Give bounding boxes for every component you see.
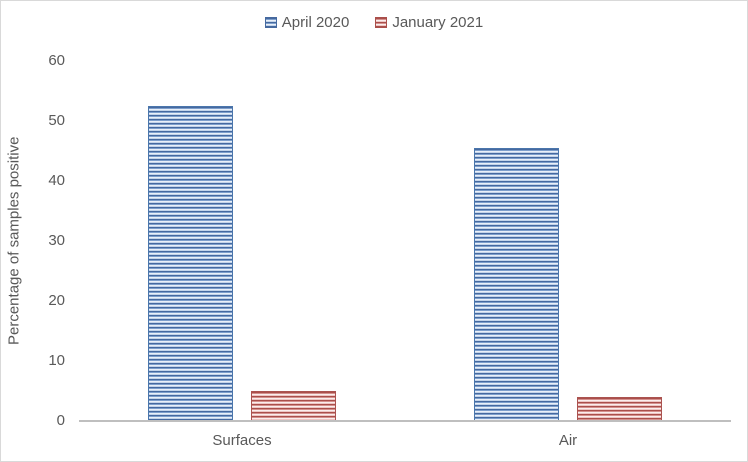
bar-april-2020-surfaces [148, 106, 233, 421]
y-tick-label-10: 10 [48, 352, 65, 369]
y-tick-label-40: 40 [48, 172, 65, 189]
bar-january-2021-air [577, 397, 662, 421]
bar-april-2020-air [474, 148, 559, 421]
x-axis-line [79, 420, 731, 422]
legend-label-january-2021: January 2021 [392, 14, 484, 31]
category-label-air: Air [558, 432, 578, 449]
category-label-surfaces: Surfaces [212, 432, 272, 449]
y-tick-label-50: 50 [48, 112, 65, 129]
bar-january-2021-surfaces [251, 391, 336, 421]
y-tick-label-0: 0 [56, 412, 65, 429]
y-tick-label-60: 60 [48, 52, 65, 69]
legend-swatch-april-2020-icon [264, 17, 277, 28]
legend-item-january-2021: January 2021 [375, 13, 483, 32]
chart-legend: April 2020 January 2021 [1, 13, 747, 32]
legend-label-april-2020: April 2020 [281, 14, 350, 31]
legend-swatch-january-2021-icon [375, 17, 388, 28]
y-tick-label-20: 20 [48, 292, 65, 309]
y-tick-label-30: 30 [48, 232, 65, 249]
legend-item-april-2020: April 2020 [264, 13, 350, 32]
